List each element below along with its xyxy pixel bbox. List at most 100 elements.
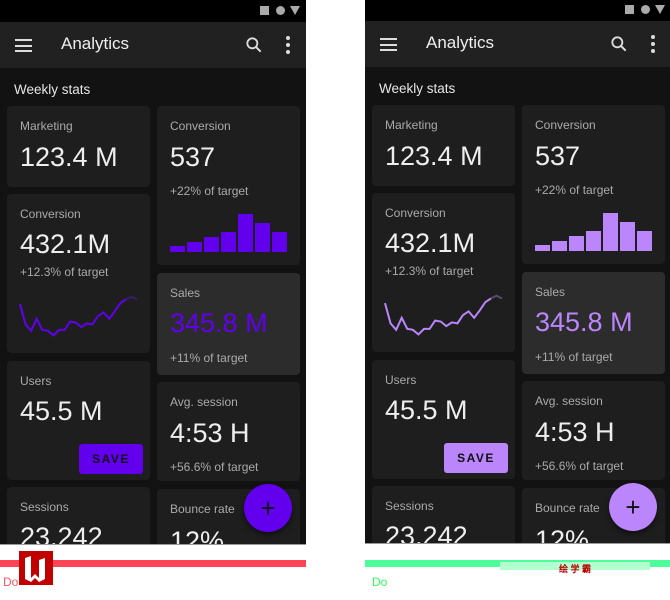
watermark-banner-left — [0, 560, 306, 567]
card-value: 23,242 — [385, 521, 468, 544]
card-value: 345.8 M — [535, 307, 633, 337]
card-value: 432.1M — [385, 228, 476, 258]
more-vert-icon[interactable] — [282, 35, 294, 55]
back-icon — [655, 5, 665, 14]
card-avg-session[interactable]: Avg. session 4:53 H +56.6% of target — [522, 381, 665, 480]
save-button[interactable]: SAVE — [444, 443, 508, 473]
card-value: 123.4 M — [20, 142, 118, 172]
plus-icon: + — [260, 492, 276, 523]
bar — [238, 214, 253, 252]
card-sessions[interactable]: Sessions 23,242 — [7, 487, 150, 545]
card-sub: +22% of target — [170, 184, 249, 198]
card-sub: +11% of target — [535, 350, 613, 364]
home-icon — [641, 5, 650, 14]
card-label: Conversion — [20, 207, 81, 221]
save-button[interactable]: SAVE — [79, 444, 143, 474]
section-title: Weekly stats — [14, 82, 91, 97]
bar — [187, 242, 202, 252]
menu-icon[interactable] — [380, 38, 397, 51]
back-icon — [290, 6, 300, 15]
status-bar — [365, 0, 670, 21]
bar — [637, 231, 652, 251]
card-value: 123.4 M — [385, 141, 483, 171]
card-sales[interactable]: Sales 345.8 M +11% of target — [522, 272, 665, 374]
card-value: 432.1M — [20, 229, 111, 259]
watermark-logo — [19, 551, 53, 585]
card-label: Users — [385, 373, 417, 387]
card-sub: +56.6% of target — [535, 459, 624, 473]
card-value: 45.5 M — [385, 395, 468, 425]
bar — [535, 245, 550, 251]
card-label: Conversion — [385, 206, 446, 220]
page-title: Analytics — [61, 34, 130, 53]
sparkline-series — [19, 298, 127, 337]
card-value: 4:53 H — [535, 417, 615, 447]
card-users[interactable]: Users 45.5 M SAVE — [7, 361, 150, 480]
card-label: Marketing — [385, 118, 438, 132]
bar — [586, 231, 601, 251]
status-bar — [0, 0, 306, 22]
footer-text-left: Do — [3, 575, 19, 589]
home-icon — [276, 6, 285, 15]
app-bar: Analytics — [365, 21, 670, 67]
phone-screen-right: Analytics Weekly stats Marketing 123.4 M… — [365, 0, 670, 544]
bar-chart — [170, 214, 287, 252]
plus-icon: + — [625, 491, 641, 522]
card-value: 4:53 H — [170, 418, 250, 448]
menu-icon[interactable] — [15, 39, 32, 52]
add-fab-button[interactable]: + — [609, 483, 657, 531]
sparkline-chart — [384, 294, 503, 336]
phone-screen-left: Analytics Weekly stats Marketing 123.4 M… — [0, 0, 306, 545]
card-label: Sales — [170, 286, 201, 300]
bar — [620, 222, 635, 251]
card-conversion-right[interactable]: Conversion 537 +22% of target — [522, 105, 665, 264]
card-sub: +12.3% of target — [20, 265, 109, 279]
search-icon[interactable] — [244, 35, 264, 55]
bar-chart — [535, 213, 652, 251]
sparkline-tail — [125, 295, 138, 301]
bar — [603, 213, 618, 251]
bar — [170, 246, 185, 252]
page-title: Analytics — [426, 33, 495, 52]
card-conversion-right[interactable]: Conversion 537 +22% of target — [157, 106, 300, 265]
recents-icon — [625, 5, 634, 14]
card-avg-session[interactable]: Avg. session 4:53 H +56.6% of target — [157, 382, 300, 481]
sparkline-tail — [490, 294, 503, 300]
more-vert-icon[interactable] — [647, 34, 659, 54]
card-marketing[interactable]: Marketing 123.4 M — [372, 105, 515, 186]
card-sub: +11% of target — [170, 351, 248, 365]
bar — [204, 237, 219, 252]
bar — [272, 232, 287, 252]
card-sales[interactable]: Sales 345.8 M +11% of target — [157, 273, 300, 375]
card-conversion-left[interactable]: Conversion 432.1M +12.3% of target — [372, 193, 515, 352]
card-value: 537 — [535, 141, 581, 171]
section-title: Weekly stats — [379, 81, 456, 96]
add-fab-button[interactable]: + — [244, 484, 292, 532]
card-label: Sessions — [20, 500, 69, 514]
recents-icon — [260, 6, 269, 15]
card-sessions[interactable]: Sessions 23,242 — [372, 486, 515, 544]
card-conversion-left[interactable]: Conversion 432.1M +12.3% of target — [7, 194, 150, 353]
card-value: 23,242 — [20, 522, 103, 545]
search-icon[interactable] — [609, 34, 629, 54]
card-label: Conversion — [535, 118, 596, 132]
card-label: Avg. session — [170, 395, 238, 409]
bar — [255, 223, 270, 252]
card-value: 537 — [170, 142, 216, 172]
bar — [569, 236, 584, 251]
card-value: 12% — [535, 525, 590, 544]
bar — [552, 241, 567, 251]
card-marketing[interactable]: Marketing 123.4 M — [7, 106, 150, 187]
card-label: Users — [20, 374, 52, 388]
card-value: 45.5 M — [20, 396, 103, 426]
card-label: Sales — [535, 285, 566, 299]
card-label: Bounce rate — [535, 501, 600, 515]
card-label: Conversion — [170, 119, 231, 133]
card-users[interactable]: Users 45.5 M SAVE — [372, 360, 515, 479]
app-bar: Analytics — [0, 22, 306, 68]
card-label: Avg. session — [535, 394, 603, 408]
card-value: 12% — [170, 526, 225, 545]
card-label: Bounce rate — [170, 502, 235, 516]
card-value: 345.8 M — [170, 308, 268, 338]
bar — [221, 232, 236, 252]
